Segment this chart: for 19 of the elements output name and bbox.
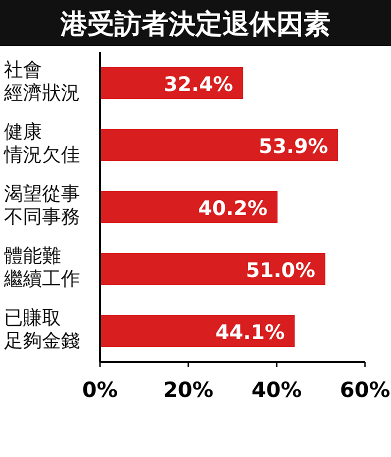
- x-tick-label: 20%: [163, 378, 214, 402]
- data-label: 40.2%: [198, 196, 268, 220]
- y-tick-label: 體能難繼續工作: [4, 245, 81, 291]
- y-tick-label: 健康情況欠佳: [4, 121, 81, 167]
- y-tick-label: 已賺取足夠金錢: [4, 307, 81, 353]
- bar: [100, 129, 338, 161]
- chart-title: 港受訪者決定退休因素: [60, 9, 330, 40]
- data-label: 51.0%: [246, 258, 316, 282]
- bar: [100, 315, 295, 347]
- x-tick-label: 60%: [340, 378, 390, 402]
- y-tick-label: 渴望從事不同事務: [4, 183, 81, 229]
- bar: [100, 191, 278, 223]
- x-tick-label: 40%: [252, 378, 302, 402]
- data-label: 44.1%: [215, 320, 285, 344]
- x-tick-label: 0%: [82, 378, 118, 402]
- data-label: 32.4%: [164, 72, 234, 96]
- data-label: 53.9%: [258, 134, 328, 158]
- bar: [100, 253, 326, 285]
- y-tick-label: 社會經濟狀況: [4, 59, 81, 105]
